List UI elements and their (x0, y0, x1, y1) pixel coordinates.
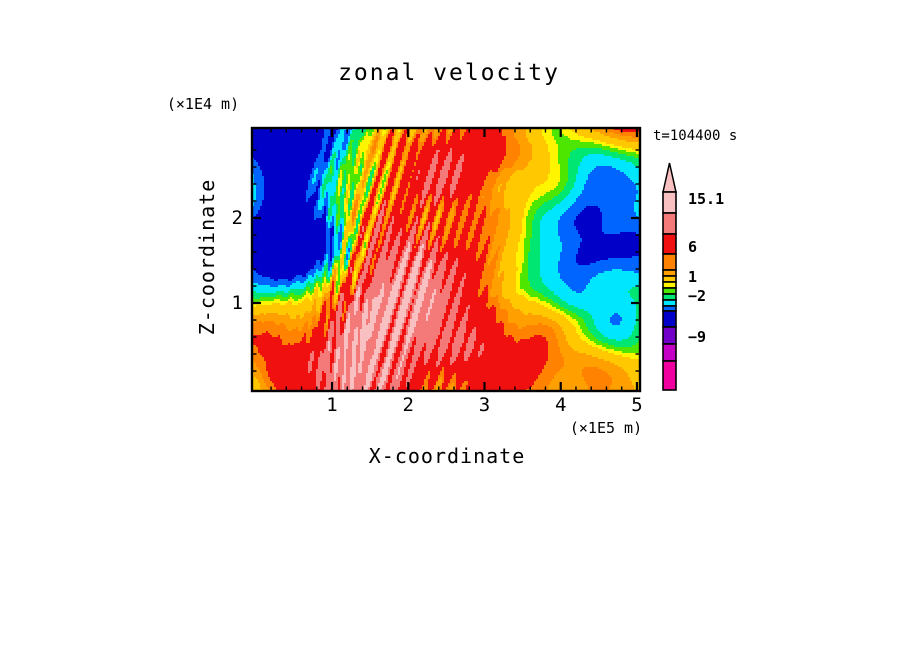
colorbar (662, 162, 677, 391)
colorbar-tick-label: −9 (688, 328, 707, 346)
y-axis-label: Z-coordinate (195, 178, 219, 336)
x-axis-unit: (×1E5 m) (569, 419, 643, 437)
x-axis-label: X-coordinate (368, 444, 526, 468)
colorbar-tick-label: −2 (688, 287, 707, 305)
x-tick-label: 3 (478, 394, 491, 416)
x-tick-label: 5 (631, 394, 643, 416)
y-axis-unit: (×1E4 m) (166, 95, 240, 113)
y-tick-label: 2 (231, 207, 243, 230)
x-tick-label: 2 (402, 394, 414, 416)
colorbar-tick-label: 1 (688, 268, 698, 286)
y-tick-label: 1 (231, 292, 243, 315)
contour-field-canvas (252, 128, 640, 391)
plot-area (250, 126, 642, 393)
x-tick-label: 1 (326, 394, 338, 416)
time-annotation: t=104400 s (653, 128, 738, 144)
colorbar-tick-label: 15.1 (688, 190, 725, 208)
x-tick-label: 4 (554, 394, 567, 416)
colorbar-tick-label: 6 (688, 238, 698, 256)
chart-title: zonal velocity (338, 60, 560, 86)
